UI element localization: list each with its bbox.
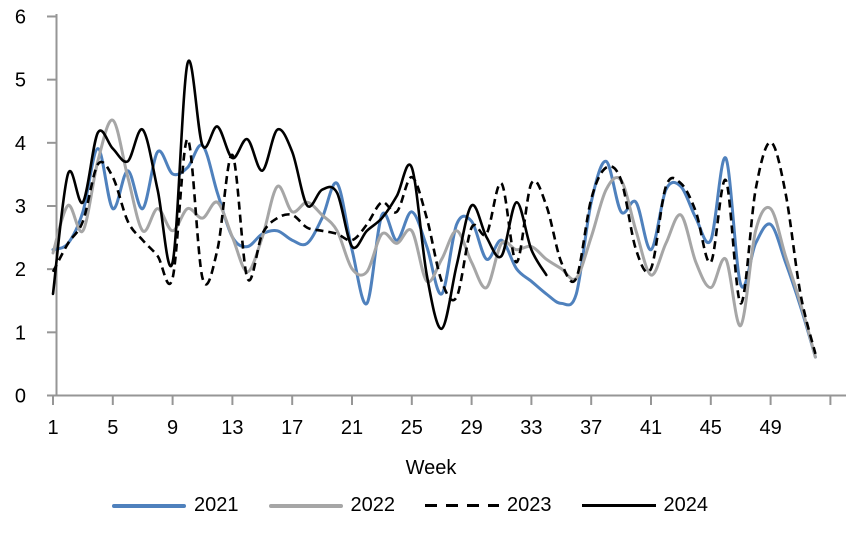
x-tick-label: 45 bbox=[700, 417, 722, 439]
legend-line-2023-icon bbox=[425, 503, 499, 508]
y-tick-label: 5 bbox=[15, 70, 26, 92]
y-tick-label: 2 bbox=[15, 259, 26, 281]
series-line-2024 bbox=[51, 59, 548, 331]
x-tick-label: 13 bbox=[221, 417, 243, 439]
x-tick-label: 37 bbox=[580, 417, 602, 439]
x-tick-label: 17 bbox=[281, 417, 303, 439]
series-line-2023 bbox=[51, 137, 817, 355]
legend-item-2022: 2022 bbox=[268, 494, 396, 517]
y-tick-label: 3 bbox=[15, 196, 26, 218]
x-tick-label: 29 bbox=[460, 417, 482, 439]
y-tick-label: 4 bbox=[15, 133, 26, 155]
x-tick-label: 21 bbox=[341, 417, 363, 439]
y-tick-label: 1 bbox=[15, 322, 26, 344]
legend-line-2022-icon bbox=[268, 503, 343, 508]
x-axis-title: Week bbox=[406, 457, 458, 479]
x-tick-label: 9 bbox=[167, 417, 178, 439]
legend-label-2024: 2024 bbox=[663, 494, 709, 516]
legend: 2021 2022 2023 2024 bbox=[0, 494, 820, 517]
x-tick-label: 1 bbox=[47, 417, 58, 439]
x-tick-label: 33 bbox=[520, 417, 542, 439]
legend-item-2021: 2021 bbox=[112, 494, 239, 517]
legend-line-2021-icon bbox=[112, 503, 186, 508]
legend-label-2021: 2021 bbox=[194, 494, 239, 516]
y-tick-label: 6 bbox=[15, 6, 26, 28]
y-tick-label: 0 bbox=[15, 386, 26, 408]
legend-label-2023: 2023 bbox=[507, 494, 552, 516]
x-tick-label: 41 bbox=[640, 417, 662, 439]
legend-line-2024-icon bbox=[581, 504, 656, 507]
x-tick-label: 25 bbox=[401, 417, 423, 439]
x-tick-label: 5 bbox=[107, 417, 118, 439]
legend-item-2024: 2024 bbox=[581, 494, 709, 517]
legend-label-2022: 2022 bbox=[350, 494, 396, 516]
legend-item-2023: 2023 bbox=[425, 494, 552, 517]
x-tick-label: 49 bbox=[759, 417, 781, 439]
series-line-2022 bbox=[51, 118, 817, 359]
